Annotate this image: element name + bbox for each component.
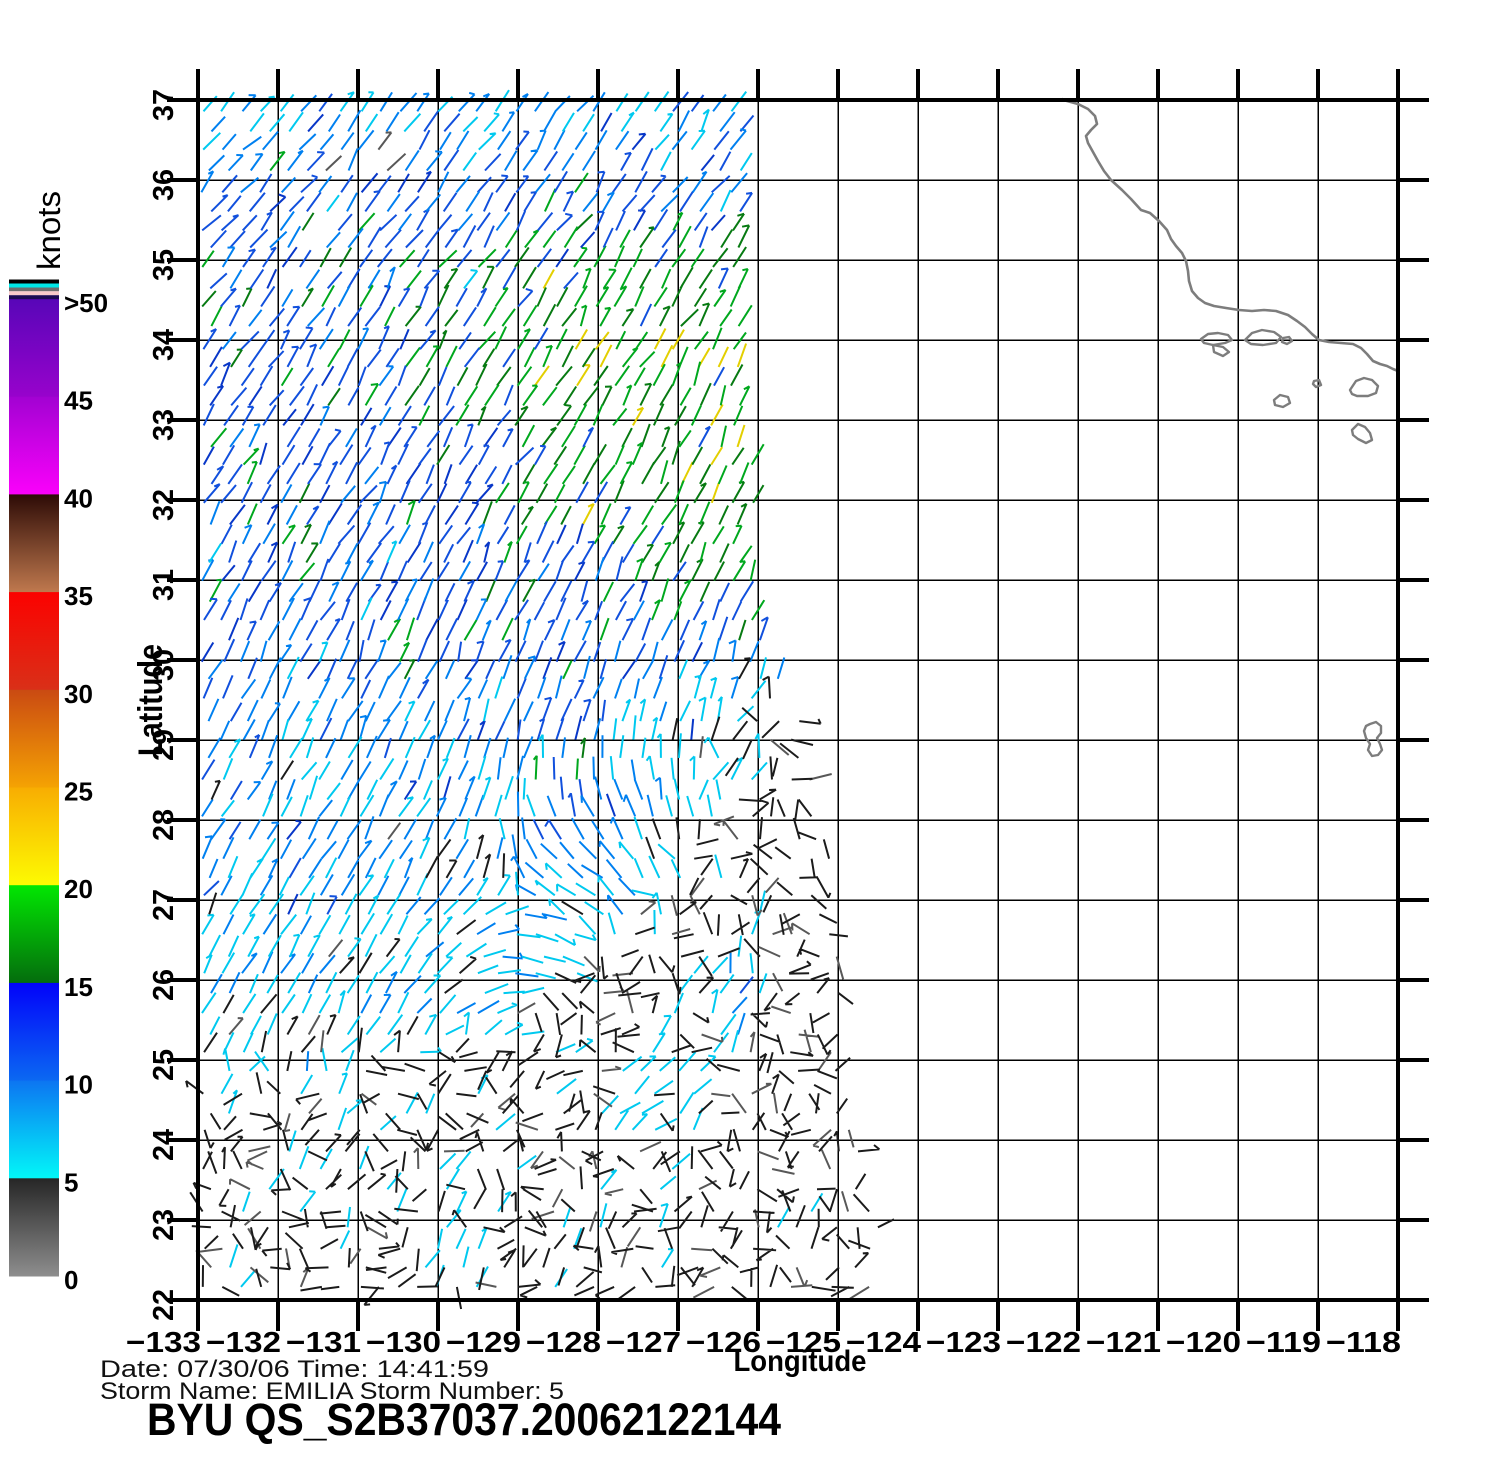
svg-text:28: 28: [148, 809, 180, 841]
svg-text:−128: −128: [526, 1327, 601, 1359]
svg-text:40: 40: [64, 483, 93, 513]
svg-text:Storm Name: EMILIA Storm: Storm Name: EMILIA Storm Number: 5: [100, 1378, 564, 1405]
svg-text:−122: −122: [1006, 1327, 1081, 1359]
svg-text:25: 25: [64, 777, 93, 807]
svg-text:35: 35: [64, 581, 93, 611]
svg-text:−120: −120: [1166, 1327, 1241, 1359]
svg-text:Date: 07/30/06 Time: 14:4: Date: 07/30/06 Time: 14:41:59: [100, 1356, 489, 1383]
svg-text:15: 15: [64, 972, 93, 1002]
svg-text:−125: −125: [766, 1327, 841, 1359]
svg-text:BYU QS_S2B37037.20062122144: BYU QS_S2B37037.20062122144: [147, 1394, 781, 1445]
svg-text:−124: −124: [846, 1327, 921, 1359]
svg-text:35: 35: [148, 249, 180, 281]
svg-text:29: 29: [148, 729, 180, 761]
svg-text:37: 37: [148, 89, 180, 121]
svg-text:−119: −119: [1246, 1327, 1321, 1359]
svg-text:−127: −127: [606, 1327, 681, 1359]
svg-text:30: 30: [64, 679, 93, 709]
svg-text:31: 31: [148, 569, 180, 601]
svg-text:27: 27: [148, 889, 180, 921]
svg-text:20: 20: [64, 874, 93, 904]
svg-text:−130: −130: [366, 1327, 441, 1359]
svg-text:23: 23: [148, 1209, 180, 1241]
svg-text:33: 33: [148, 409, 180, 441]
svg-text:32: 32: [148, 489, 180, 521]
svg-text:36: 36: [148, 169, 180, 201]
svg-text:24: 24: [148, 1129, 180, 1161]
svg-text:knots: knots: [31, 191, 67, 270]
svg-text:34: 34: [148, 329, 180, 361]
svg-text:0: 0: [64, 1265, 78, 1295]
svg-text:>50: >50: [64, 288, 108, 318]
svg-text:45: 45: [64, 386, 93, 416]
svg-text:−129: −129: [446, 1327, 521, 1359]
svg-text:25: 25: [148, 1049, 180, 1081]
svg-text:5: 5: [64, 1167, 78, 1197]
svg-text:10: 10: [64, 1070, 93, 1100]
svg-text:−133: −133: [126, 1327, 201, 1359]
svg-text:−131: −131: [286, 1327, 361, 1359]
svg-text:26: 26: [148, 969, 180, 1001]
svg-text:Latitude: Latitude: [132, 644, 170, 756]
svg-text:−126: −126: [686, 1327, 761, 1359]
svg-text:−118: −118: [1326, 1327, 1401, 1359]
svg-text:−121: −121: [1086, 1327, 1161, 1359]
svg-text:−132: −132: [206, 1327, 281, 1359]
svg-text:30: 30: [148, 649, 180, 681]
svg-text:−123: −123: [926, 1327, 1001, 1359]
svg-text:Longitude: Longitude: [734, 1345, 867, 1378]
svg-text:22: 22: [148, 1289, 180, 1321]
